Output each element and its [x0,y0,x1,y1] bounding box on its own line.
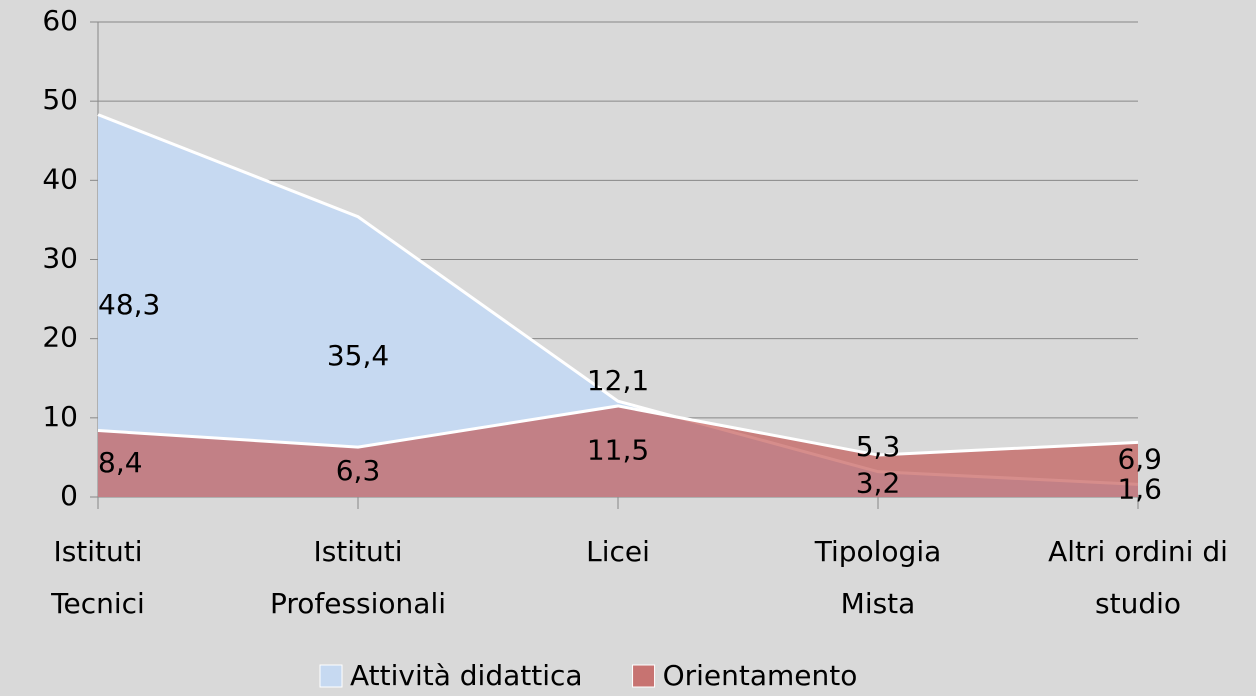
y-tick-label: 60 [42,4,78,37]
data-label: 5,3 [856,430,901,463]
data-label: 6,3 [336,454,381,487]
y-tick-label: 10 [42,400,78,433]
x-tick-label: Istituti Professionali [270,535,446,620]
data-label: 1,6 [1117,473,1162,506]
y-tick-label: 0 [60,479,78,512]
x-tick-label: Istituti Tecnici [50,535,145,620]
y-tick-label: 50 [42,83,78,116]
data-label: 8,4 [98,446,143,479]
y-tick-label: 30 [42,242,78,275]
data-label: 35,4 [327,339,389,372]
y-tick-label: 20 [42,321,78,354]
data-label: 48,3 [98,288,160,321]
x-tick-label: Altri ordini di studio [1048,535,1228,620]
data-label: 3,2 [856,466,901,499]
area [98,114,1138,497]
data-label: 11,5 [587,433,649,466]
legend-swatch [319,664,343,688]
x-tick-label: Licei [586,535,650,568]
area-line [97,404,1139,457]
legend-swatch [632,664,656,688]
area [98,405,1138,497]
data-label: 6,9 [1117,443,1162,476]
y-tick-label: 40 [42,162,78,195]
x-tick-label: Tipologia Mista [814,535,942,620]
legend-label: Orientamento [663,659,858,692]
legend-label: Attività didattica [350,659,583,692]
data-label: 12,1 [587,364,649,397]
